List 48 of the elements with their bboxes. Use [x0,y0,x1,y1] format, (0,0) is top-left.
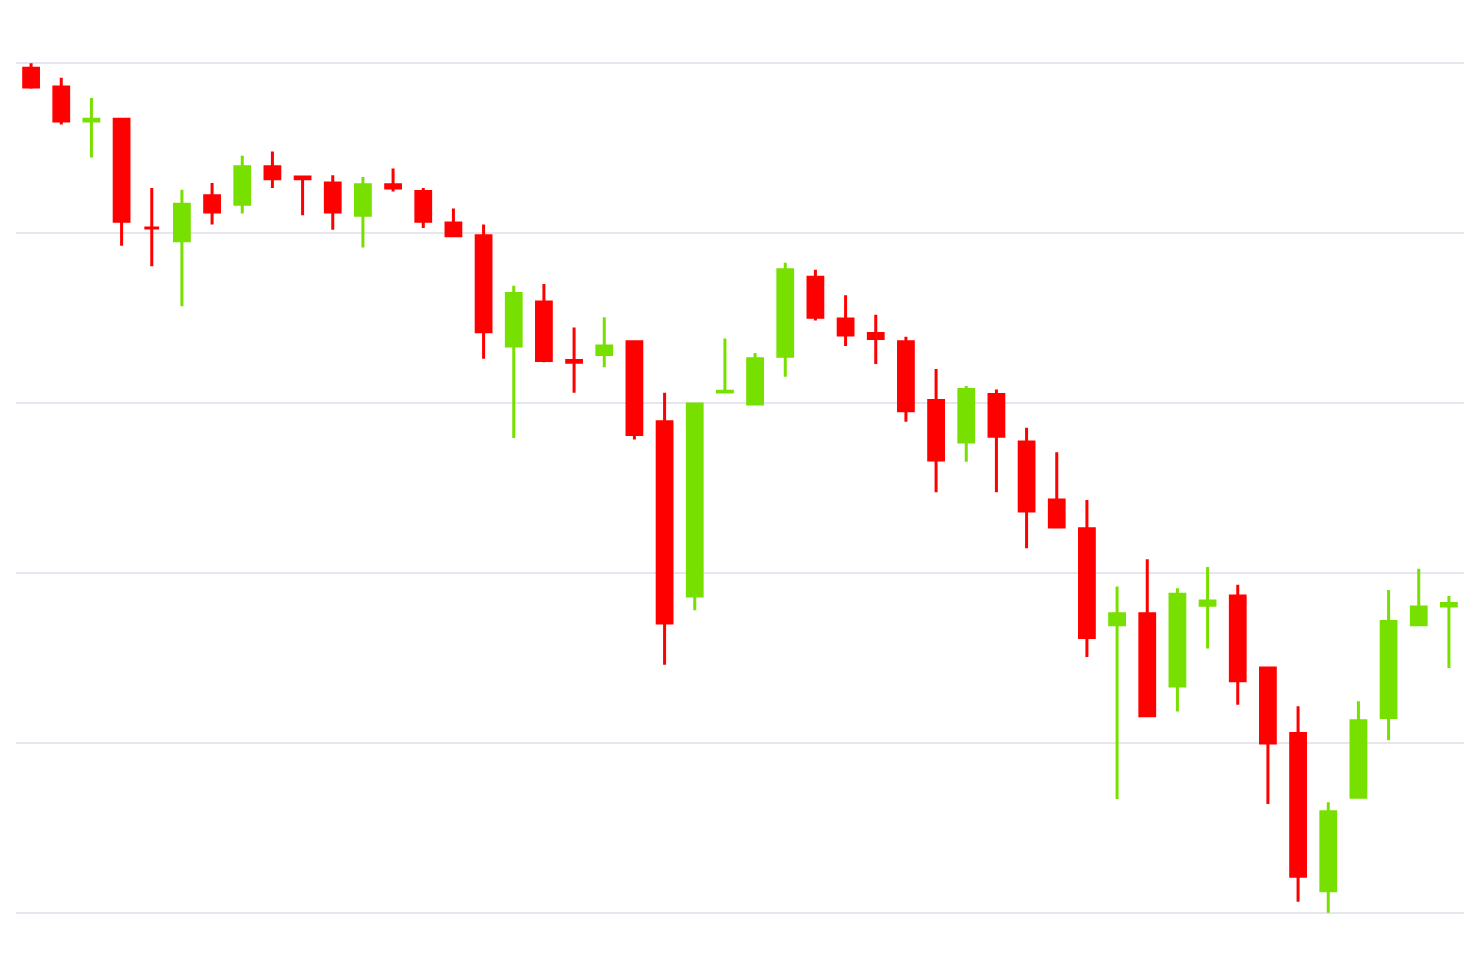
candlestick [957,384,976,464]
candlestick [233,154,252,216]
candlestick [504,284,523,440]
candlestick [806,268,825,323]
candlestick [1319,800,1338,915]
candlestick [142,186,161,268]
candlestick [1259,666,1277,806]
candlestick [987,387,1006,494]
candlestick [535,282,553,364]
candlestick [1379,588,1398,742]
candlestick [1138,557,1157,718]
candlestick [474,223,493,361]
candlestick [1078,498,1096,659]
candlestick [897,335,915,424]
candlestick [927,367,945,494]
candlestick [1017,426,1036,550]
candlestick [1440,594,1458,670]
candlestick [866,313,885,366]
candlestick [625,340,644,442]
candlestick [293,175,312,217]
candlestick [354,175,372,250]
candlestick [52,76,71,126]
candlestick [1108,585,1126,801]
candlestick [1168,586,1187,713]
candlestick [746,351,764,406]
candlestick [203,181,221,227]
candlestick [173,188,191,308]
candlestick [1289,704,1307,904]
candlestick [1349,699,1368,799]
candlestick [1198,565,1217,651]
candlestick [565,325,583,395]
candlestick [1409,567,1428,627]
candlestick [595,315,614,369]
candlestick [1228,583,1247,707]
candlestick [716,336,734,394]
candlestick [444,206,463,239]
candlestick [836,293,855,348]
candlestick [263,150,282,190]
candlestick [82,96,101,159]
candlestick [112,117,131,248]
candlestick [685,402,704,612]
candlestick [414,186,433,230]
candlestick [655,391,674,667]
candlestick [1047,450,1066,529]
candlestick [384,167,402,193]
candlestick [323,173,342,232]
candlestick [22,61,40,91]
candlestick [776,261,795,379]
